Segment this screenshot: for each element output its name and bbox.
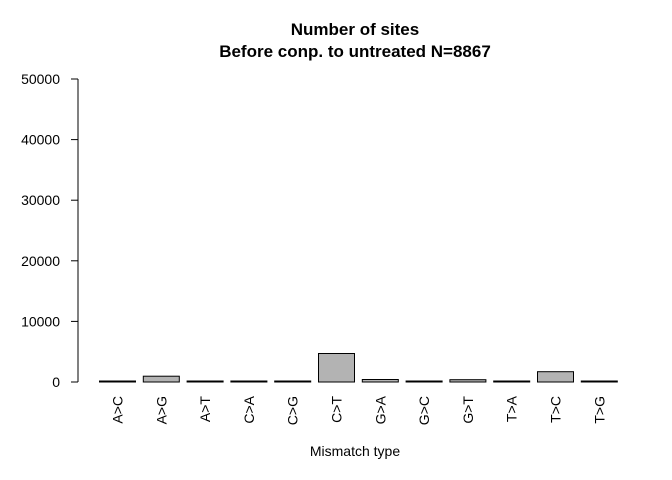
- chart-title: Number of sites: [291, 20, 419, 39]
- bar-c-to-t: [318, 353, 355, 383]
- bar-g-to-a: [361, 379, 399, 383]
- bar-a-to-t: [186, 380, 224, 383]
- x-tick-label: A>G: [153, 396, 169, 424]
- bar-g-to-c: [405, 380, 443, 383]
- x-tick-label: G>T: [460, 396, 476, 424]
- bar-a-to-g: [142, 375, 180, 383]
- y-tick-label: 40000: [21, 132, 60, 148]
- bar-t-to-g: [580, 380, 618, 383]
- y-tick-label: 50000: [21, 71, 60, 87]
- x-tick-label: T>G: [591, 396, 607, 424]
- x-tick-label: C>T: [329, 396, 345, 423]
- bar-c-to-a: [230, 380, 268, 383]
- x-axis-label: Mismatch type: [310, 443, 400, 459]
- x-tick-label: C>G: [285, 396, 301, 425]
- x-tick-label: A>C: [110, 396, 126, 424]
- y-tick-label: 20000: [21, 253, 60, 269]
- y-tick-label: 0: [52, 374, 60, 390]
- x-tick-label: G>A: [372, 395, 388, 424]
- x-tick-label: A>T: [197, 396, 213, 423]
- x-tick-label: G>C: [416, 396, 432, 425]
- x-tick-label: T>C: [548, 396, 564, 423]
- x-tick-label: T>A: [504, 395, 520, 422]
- bar-t-to-c: [537, 371, 574, 383]
- bar-a-to-c: [99, 380, 136, 383]
- bar-c-to-g: [274, 380, 312, 383]
- y-tick-label: 30000: [21, 192, 60, 208]
- y-axis: 0 10000 20000 30000 40000 50000: [21, 71, 79, 390]
- bar-t-to-a: [493, 380, 531, 383]
- bars: [99, 353, 618, 383]
- bar-g-to-t: [449, 379, 487, 383]
- x-tick-labels: A>C A>G A>T C>A C>G C>T G>A G>C G>T T>A T>C T>G: [110, 395, 608, 425]
- y-tick-label: 10000: [21, 313, 60, 329]
- chart-subtitle: Before conp. to untreated N=8867: [219, 42, 491, 61]
- x-tick-label: C>A: [241, 395, 257, 423]
